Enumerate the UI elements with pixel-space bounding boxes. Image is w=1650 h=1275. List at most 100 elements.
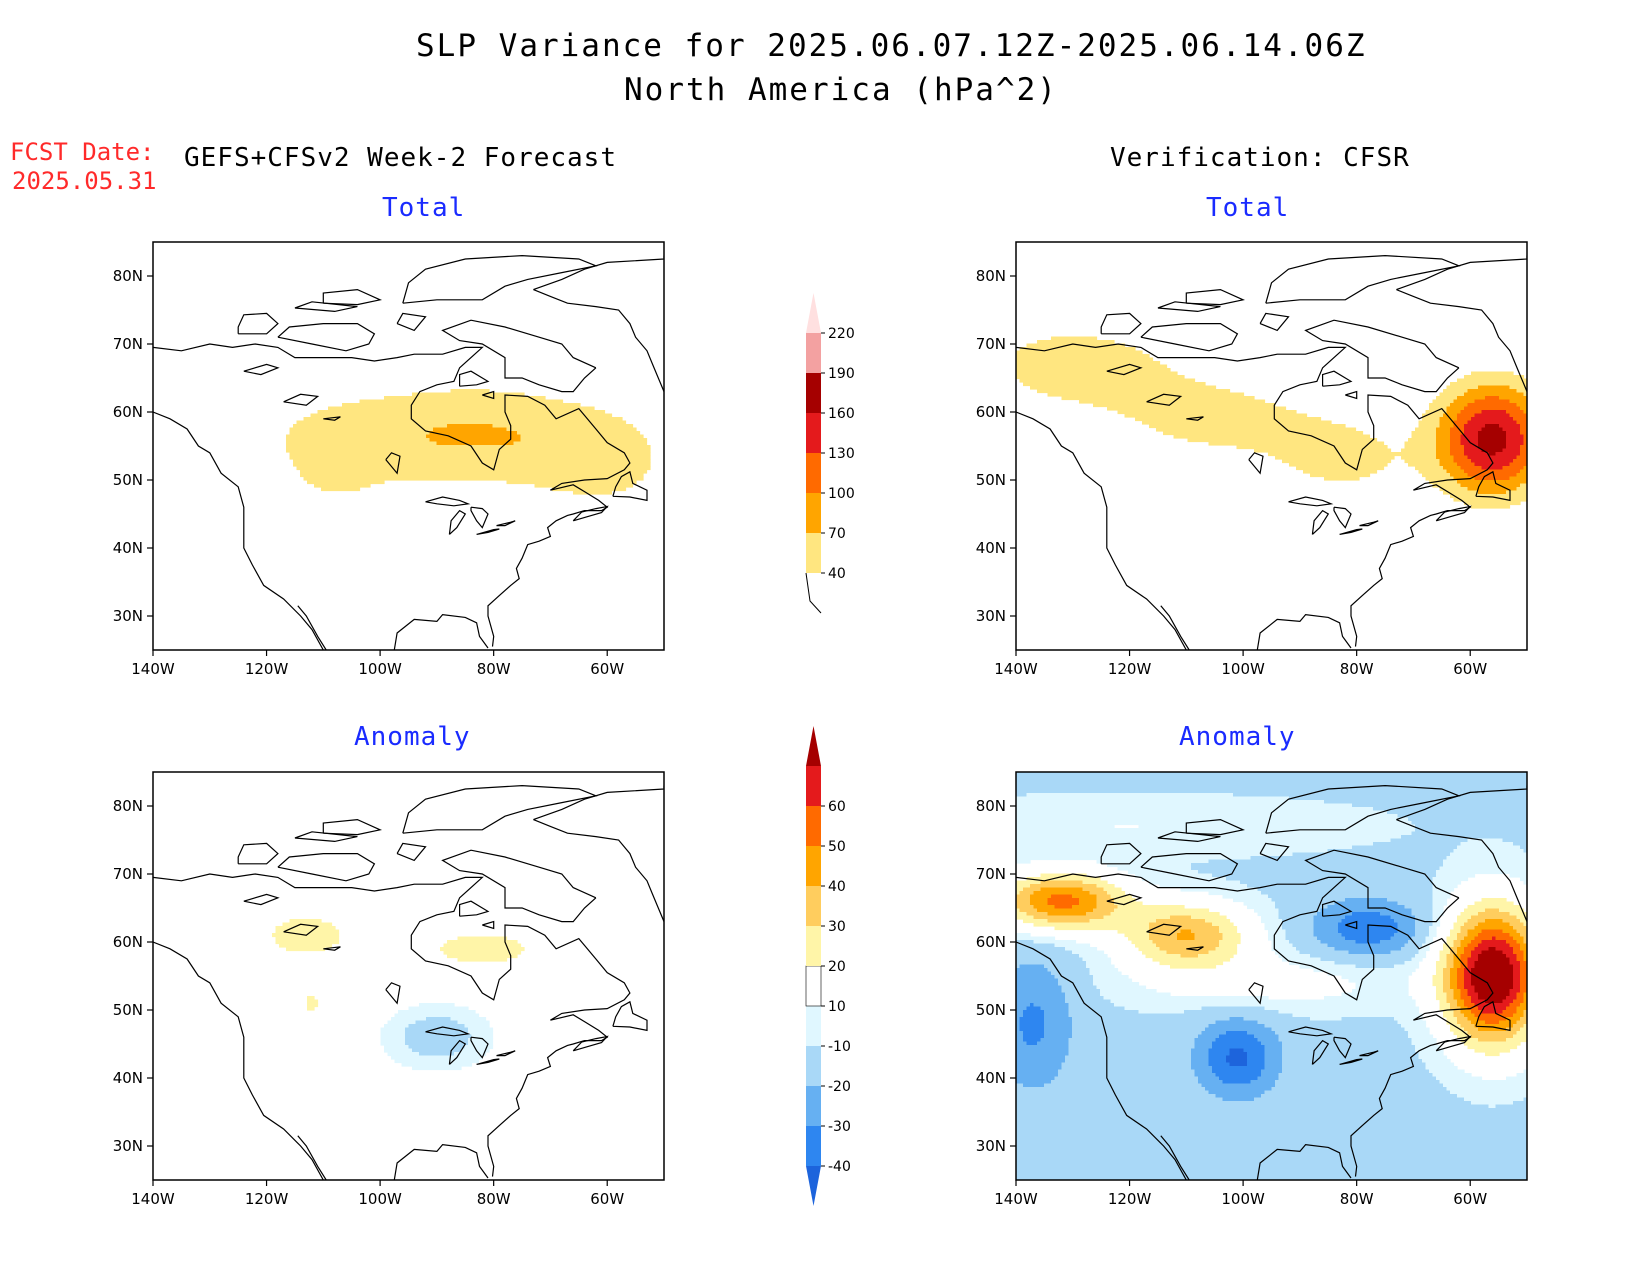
map-frame: [1015, 241, 1528, 651]
colorbar-label: 100: [828, 486, 855, 502]
colorbar-label: -40: [828, 1159, 851, 1175]
shaded-cell: [1453, 497, 1527, 502]
shaded-cell: [1506, 1017, 1521, 1022]
shaded-cell: [1411, 1038, 1437, 1043]
forecast-anomaly-title: Anomaly: [354, 722, 471, 752]
coastline: [1106, 893, 1143, 906]
shaded-cell: [1474, 1048, 1511, 1053]
shaded-cell: [1089, 891, 1108, 896]
shaded-cell: [419, 1052, 455, 1057]
shaded-cell: [1523, 950, 1527, 955]
shaded-cell: [1411, 1041, 1437, 1046]
shaded-cell: [1509, 873, 1527, 878]
shaded-cell: [1457, 378, 1527, 383]
shaded-cell: [1019, 908, 1038, 913]
coastline: [277, 323, 376, 352]
shaded-cell: [1016, 1013, 1024, 1018]
shaded-cell: [1478, 445, 1507, 450]
shaded-cell: [1124, 413, 1308, 418]
shaded-cell: [1520, 978, 1527, 983]
shaded-cell: [1156, 427, 1357, 432]
shaded-cell: [1460, 992, 1469, 997]
shaded-cell: [1457, 936, 1465, 941]
shaded-cell: [1229, 1048, 1245, 1053]
shaded-cell: [1068, 1003, 1115, 1008]
shaded-cell: [1233, 793, 1527, 798]
coastline: [393, 1143, 489, 1180]
shaded-cell: [1464, 501, 1521, 506]
shaded-cell: [1037, 340, 1115, 345]
shaded-cell: [1516, 929, 1527, 934]
shaded-cell: [1513, 417, 1527, 422]
shaded-cell: [1457, 845, 1521, 850]
shaded-cell: [1429, 933, 1437, 938]
map-frame: [152, 771, 665, 1181]
shaded-cell: [520, 438, 648, 443]
shaded-cell: [1016, 1073, 1059, 1078]
shaded-cell: [391, 1017, 427, 1022]
shaded-cell: [1474, 399, 1511, 404]
shaded-cell: [1201, 1006, 1266, 1011]
shaded-cell: [1345, 898, 1388, 903]
colorbar-label: 70: [828, 526, 846, 542]
shaded-cell: [289, 427, 434, 432]
shaded-cell: [405, 1041, 469, 1046]
shaded-cell: [1436, 971, 1444, 976]
shaded-cell: [1474, 936, 1493, 941]
shaded-cell: [1061, 985, 1098, 990]
shaded-cell: [1453, 459, 1472, 464]
shaded-cell: [1502, 838, 1527, 843]
shaded-cell: [1446, 964, 1455, 969]
shaded-cell: [1345, 915, 1392, 920]
shaded-cell: [1215, 1073, 1262, 1078]
shaded-cell: [1464, 452, 1490, 457]
shaded-cell: [1453, 961, 1462, 966]
shaded-cell: [1432, 884, 1458, 889]
shaded-cell: [1086, 964, 1115, 969]
lat-tick-label: 30N: [976, 607, 1006, 625]
shaded-cell: [1079, 399, 1266, 404]
shaded-cell: [1509, 912, 1527, 917]
shaded-cell: [1016, 968, 1049, 973]
shaded-cell: [1523, 466, 1527, 471]
shaded-cell: [1474, 1003, 1511, 1008]
shaded-cell: [1096, 905, 1119, 910]
shaded-cell: [1523, 441, 1527, 446]
lat-tick-label: 80N: [976, 797, 1006, 815]
shaded-cell: [1523, 849, 1527, 854]
shaded-cell: [1247, 1059, 1266, 1064]
shaded-cell: [1082, 880, 1108, 885]
shaded-cell: [1478, 434, 1507, 439]
shaded-cell: [1446, 406, 1465, 411]
shaded-cell: [1208, 441, 1385, 446]
shaded-cell: [1457, 968, 1465, 973]
shaded-cell: [1037, 389, 1231, 394]
lat-tick-label: 40N: [113, 1069, 143, 1087]
colorbar-label: 50: [828, 839, 846, 855]
shaded-cell: [1016, 1101, 1472, 1106]
shaded-cell: [1432, 975, 1444, 980]
shaded-cell: [1016, 912, 1028, 917]
shaded-cell: [1170, 964, 1217, 969]
shaded-cell: [1208, 1059, 1227, 1064]
shaded-cell: [1429, 406, 1448, 411]
shaded-cell: [1065, 1059, 1192, 1064]
shaded-cell: [303, 417, 623, 422]
shaded-cell: [1401, 455, 1437, 460]
coastline: [322, 288, 383, 306]
shaded-cell: [1467, 933, 1479, 938]
shaded-cell: [1016, 1048, 1070, 1053]
shaded-cell: [1072, 1017, 1231, 1022]
shaded-cell: [1474, 413, 1511, 418]
shaded-cell: [1513, 975, 1521, 980]
shaded-cell: [1257, 887, 1434, 892]
coastline: [1345, 390, 1358, 400]
shaded-cell: [1464, 431, 1479, 436]
shaded-cell: [1408, 940, 1427, 945]
shaded-cell: [1474, 926, 1514, 931]
shaded-cell: [1404, 441, 1437, 446]
shaded-cell: [1016, 1111, 1527, 1116]
coastline: [277, 852, 376, 882]
shaded-cell: [1478, 996, 1507, 1001]
shaded-cell: [1436, 985, 1444, 990]
